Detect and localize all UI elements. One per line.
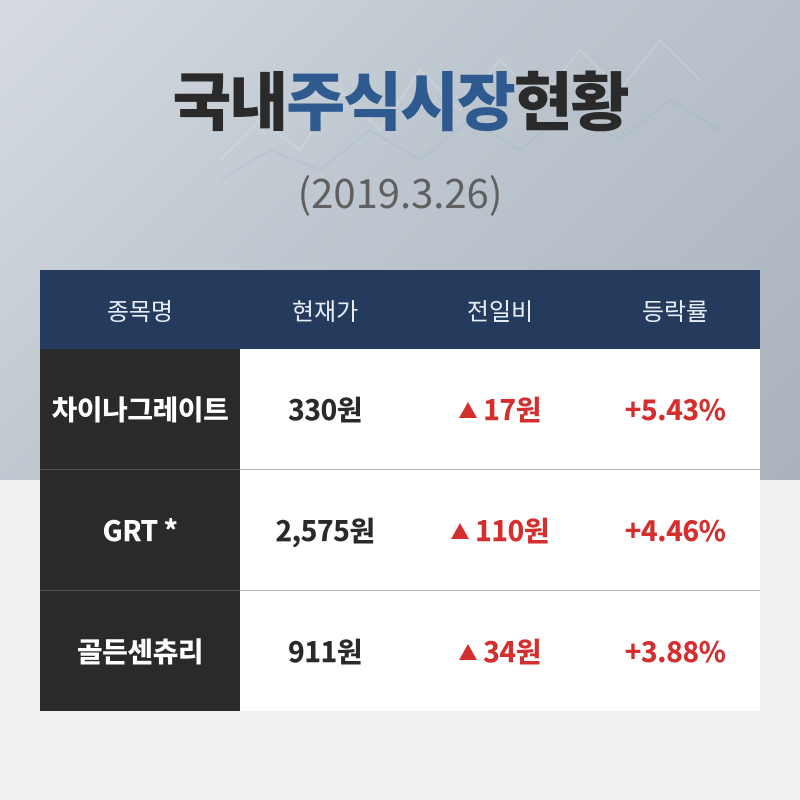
stock-name: 골든센츄리 bbox=[40, 591, 240, 712]
table-row: 골든센츄리 911원 34원 +3.88% bbox=[40, 591, 760, 712]
stock-table: 종목명 현재가 전일비 등락률 차이나그레이트 330원 17원 +5.43% … bbox=[40, 270, 760, 711]
col-header-name: 종목명 bbox=[40, 270, 240, 349]
stock-price: 330원 bbox=[240, 349, 410, 470]
up-triangle-icon bbox=[459, 402, 477, 418]
change-value: 17원 bbox=[483, 389, 541, 429]
col-header-change: 전일비 bbox=[410, 270, 590, 349]
change-value: 34원 bbox=[483, 631, 541, 671]
stock-pct: +4.46% bbox=[590, 470, 760, 591]
stock-change: 34원 bbox=[410, 591, 590, 712]
title-block: 국내주식시장현황 (2019.3.26) bbox=[0, 0, 800, 220]
stock-price: 2,575원 bbox=[240, 470, 410, 591]
stock-change: 17원 bbox=[410, 349, 590, 470]
change-value: 110원 bbox=[475, 510, 549, 550]
title-part2: 현황 bbox=[514, 52, 628, 144]
title-accent: 주식시장 bbox=[286, 52, 514, 144]
title-date: (2019.3.26) bbox=[0, 162, 800, 220]
col-header-pct: 등락률 bbox=[590, 270, 760, 349]
title-part1: 국내 bbox=[172, 52, 286, 144]
table-row: GRT * 2,575원 110원 +4.46% bbox=[40, 470, 760, 591]
stock-change: 110원 bbox=[410, 470, 590, 591]
table-row: 차이나그레이트 330원 17원 +5.43% bbox=[40, 349, 760, 470]
up-triangle-icon bbox=[459, 644, 477, 660]
col-header-price: 현재가 bbox=[240, 270, 410, 349]
stock-name: GRT * bbox=[40, 470, 240, 591]
stock-pct: +5.43% bbox=[590, 349, 760, 470]
stock-pct: +3.88% bbox=[590, 591, 760, 712]
stock-price: 911원 bbox=[240, 591, 410, 712]
page-title: 국내주식시장현황 bbox=[0, 52, 800, 144]
up-triangle-icon bbox=[451, 523, 469, 539]
stock-name: 차이나그레이트 bbox=[40, 349, 240, 470]
content-wrapper: 국내주식시장현황 (2019.3.26) 종목명 현재가 전일비 등락률 차이나… bbox=[0, 0, 800, 711]
table-header-row: 종목명 현재가 전일비 등락률 bbox=[40, 270, 760, 349]
